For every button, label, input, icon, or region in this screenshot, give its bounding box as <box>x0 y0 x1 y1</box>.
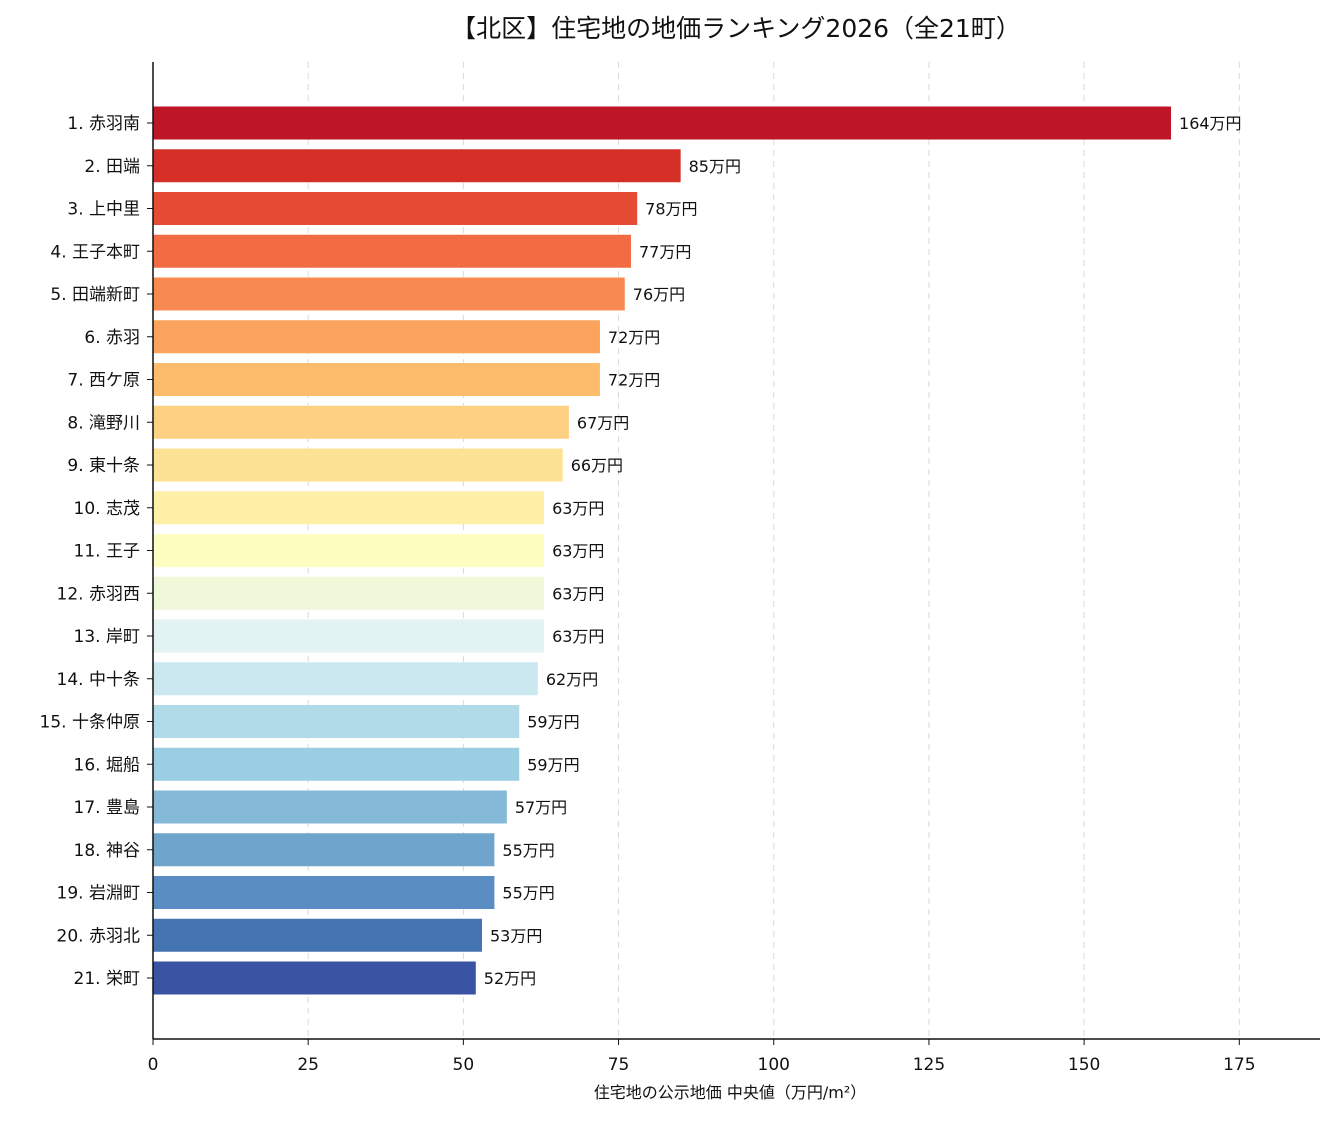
bar <box>153 662 538 696</box>
value-label: 55万円 <box>502 884 554 903</box>
value-label: 63万円 <box>552 499 604 518</box>
bar <box>153 918 482 952</box>
bar <box>153 576 545 610</box>
value-label: 72万円 <box>608 371 660 390</box>
bar <box>153 234 631 268</box>
category-label: 10. 志茂 <box>74 499 140 519</box>
category-label: 8. 滝野川 <box>67 413 140 433</box>
bar <box>153 705 520 738</box>
bar <box>153 192 638 225</box>
category-label: 17. 豊島 <box>74 798 140 818</box>
bar <box>153 747 520 781</box>
category-label: 14. 中十条 <box>57 670 140 690</box>
value-label: 63万円 <box>552 542 604 561</box>
bars: 164万円 85万円 78万円 77万円 76万円 72万円 72万円 67万円 66万円 63万… <box>153 106 1242 995</box>
category-label: 20. 赤羽北 <box>57 926 140 946</box>
bar <box>153 448 563 482</box>
bar <box>153 363 600 396</box>
x-tick-label: 100 <box>758 1055 790 1075</box>
category-label: 1. 赤羽南 <box>67 114 140 134</box>
bar <box>153 149 681 183</box>
x-tick-label: 175 <box>1223 1055 1255 1075</box>
category-label: 19. 岩淵町 <box>57 884 140 904</box>
bar <box>153 106 1172 140</box>
category-label: 3. 上中里 <box>67 200 140 220</box>
value-label: 59万円 <box>527 713 579 732</box>
value-label: 72万円 <box>608 328 660 347</box>
bar <box>153 277 625 311</box>
bar <box>153 790 507 824</box>
bar <box>153 961 476 995</box>
bar <box>153 833 495 867</box>
value-label: 53万円 <box>490 926 542 945</box>
category-label: 15. 十条仲原 <box>40 713 140 733</box>
category-label: 12. 赤羽西 <box>57 584 140 604</box>
x-tick-label: 25 <box>297 1055 319 1075</box>
category-label: 2. 田端 <box>84 157 140 177</box>
category-label: 18. 神谷 <box>74 841 140 861</box>
category-label: 21. 栄町 <box>74 969 140 989</box>
x-tick-label: 150 <box>1068 1055 1100 1075</box>
value-label: 63万円 <box>552 627 604 646</box>
category-label: 11. 王子 <box>74 542 140 562</box>
value-label: 76万円 <box>633 285 685 304</box>
axes: 0 25 50 75 100 125 150 175 1. 赤羽南 2. 田端 3. 上中里 4. 王… <box>40 62 1320 1075</box>
value-label: 62万円 <box>546 670 598 689</box>
value-label: 63万円 <box>552 584 604 603</box>
x-tick-label: 0 <box>148 1055 159 1075</box>
bar <box>153 534 545 567</box>
bar <box>153 405 569 439</box>
bar <box>153 320 600 354</box>
bar <box>153 491 545 525</box>
value-label: 57万円 <box>515 798 567 817</box>
bar <box>153 876 495 909</box>
value-label: 77万円 <box>639 242 691 261</box>
x-tick-label: 50 <box>453 1055 475 1075</box>
bar <box>153 619 545 653</box>
value-label: 78万円 <box>645 200 697 219</box>
category-label: 9. 東十条 <box>67 456 140 476</box>
chart-title: 【北区】住宅地の地価ランキング2026（全21町） <box>451 14 1021 43</box>
value-label: 164万円 <box>1179 114 1242 133</box>
value-label: 85万円 <box>689 157 741 176</box>
value-label: 55万円 <box>502 841 554 860</box>
x-tick-label: 75 <box>608 1055 630 1075</box>
value-label: 66万円 <box>571 456 623 475</box>
value-label: 52万円 <box>484 969 536 988</box>
value-label: 59万円 <box>527 755 579 774</box>
category-label: 6. 赤羽 <box>84 328 140 348</box>
category-label: 13. 岸町 <box>74 627 140 647</box>
category-label: 7. 西ケ原 <box>67 371 140 391</box>
category-label: 4. 王子本町 <box>50 242 140 262</box>
x-tick-label: 125 <box>913 1055 945 1075</box>
category-label: 5. 田端新町 <box>50 285 140 305</box>
x-axis-label: 住宅地の公示地価 中央値（万円/m²） <box>594 1083 866 1102</box>
category-label: 16. 堀船 <box>74 755 140 775</box>
value-label: 67万円 <box>577 413 629 432</box>
